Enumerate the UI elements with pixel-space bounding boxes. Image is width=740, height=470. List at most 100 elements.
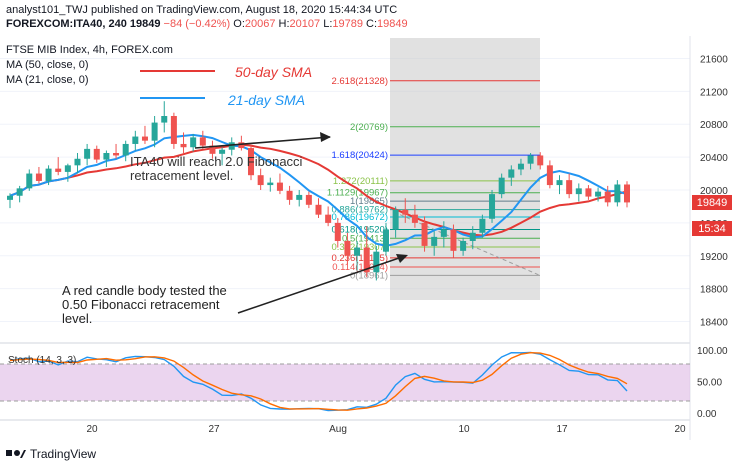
last-price: 19849 [129, 18, 161, 30]
stoch-d-line [9, 351, 628, 411]
price-tick-label: 20800 [700, 120, 728, 131]
target-arrow [194, 136, 331, 149]
tradingview-logo[interactable]: TradingView [6, 447, 96, 461]
sma50-line [9, 143, 628, 237]
candle-body [363, 247, 370, 273]
candle-arrow [237, 256, 403, 314]
candle-body [344, 240, 351, 256]
fib-level-label: 1.618(20424) [331, 150, 388, 161]
candle-body [325, 214, 332, 223]
ma21-legend[interactable]: MA (21, close, 0) [6, 74, 89, 86]
target-annotation-line2: retracement level. [130, 168, 233, 183]
candle-body [382, 229, 389, 252]
sma50-legend-text: 50-day SMA [235, 64, 312, 80]
candle-body [45, 168, 52, 181]
candle-body [315, 204, 322, 215]
candle-body [392, 209, 399, 230]
candle-body [257, 175, 264, 186]
candle-annotation-line3: level. [62, 311, 92, 326]
time-tick-label: Aug [329, 424, 347, 435]
ma50-legend[interactable]: MA (50, close, 0) [6, 59, 89, 71]
candle-body [103, 153, 110, 160]
target-arrowhead [320, 132, 331, 142]
candle-body [450, 229, 457, 251]
candle-body [421, 222, 428, 246]
stoch-tick-label: 50.00 [697, 378, 722, 389]
candle-body [614, 184, 621, 203]
stoch-lines [9, 351, 628, 412]
candle-body [469, 232, 476, 241]
fib-level-label: 0.886(19762) [331, 205, 388, 216]
fib-trend-line [399, 214, 541, 276]
candle-body [556, 180, 563, 186]
candle-body [170, 116, 177, 144]
candle-body [7, 195, 13, 200]
candle-body [161, 116, 168, 123]
candle-body [74, 158, 81, 166]
candle-body [296, 194, 303, 200]
candle-body [585, 188, 592, 197]
candles [7, 101, 630, 281]
candle-body [373, 251, 380, 273]
candle-body [460, 240, 467, 251]
fib-level-label: 0.114(19064) [332, 262, 388, 273]
candle-body [84, 148, 91, 159]
candle-body [286, 190, 293, 200]
fib-level-label: 0.236(19175) [331, 253, 388, 264]
candle-body [190, 137, 197, 148]
fib-level-label: 0.382(19307) [331, 242, 388, 253]
tradingview-icon [6, 450, 26, 458]
candle-body [228, 142, 235, 150]
candle-annotation-line1: A red candle body tested the [62, 283, 227, 298]
candle-body [334, 222, 341, 241]
candle-body [527, 155, 534, 164]
close-value: 19849 [377, 18, 408, 30]
candle-body [479, 218, 486, 233]
sma21-legend-text: 21-day SMA [227, 92, 305, 108]
symbol-quote-line: FOREXCOM:ITA40, 240 19849 −84 (−0.42%) O… [6, 18, 408, 30]
candle-body [55, 168, 62, 172]
price-tick-label: 20000 [700, 186, 728, 197]
price-axis: 2160021200208002040020000196001920018800… [700, 54, 728, 328]
price-tick-label: 21200 [700, 87, 728, 98]
candle-body [180, 143, 187, 148]
candle-body [440, 229, 447, 237]
time-tick-label: 20 [674, 424, 686, 435]
candle-body [604, 191, 611, 203]
fib-level-label: 2.618(21328) [331, 76, 388, 87]
candle-body [489, 194, 496, 219]
publish-info: analyst101_TWJ published on TradingView.… [6, 4, 398, 16]
candle-body [132, 136, 139, 144]
time-badge [692, 221, 732, 236]
candle-body [238, 142, 245, 149]
time-axis: 20 27 Aug 10 17 20 [86, 424, 686, 435]
candle-body [35, 173, 42, 181]
chart-title: FTSE MIB Index, 4h, FOREX.com [6, 44, 173, 56]
time-tick-label: 27 [208, 424, 220, 435]
stoch-tick-label: 0.00 [697, 409, 717, 420]
sma21-line [9, 133, 628, 247]
candle-body [546, 165, 553, 186]
stoch-label: Stoch (14, 3, 3) [8, 355, 76, 366]
stoch-band [0, 364, 690, 401]
last-price-badge-text: 19849 [697, 197, 728, 209]
time-badge-text: 15:34 [698, 223, 726, 235]
price-tick-label: 21600 [700, 54, 728, 65]
time-tick-label: 17 [556, 424, 568, 435]
fib-level-label: 0(18961) [350, 270, 388, 281]
open-value: 20067 [244, 18, 276, 30]
candle-body [595, 191, 602, 197]
low-value: 19789 [332, 18, 363, 30]
fib-level-label: 2(20769) [350, 122, 388, 133]
candle-body [498, 177, 505, 195]
candle-body [402, 209, 409, 215]
fib-level-label: 1.1129(19967) [327, 188, 388, 199]
candle-body [93, 148, 100, 160]
last-price-badge [692, 195, 732, 210]
candle-body [151, 122, 158, 141]
price-tick-label: 20400 [700, 153, 728, 164]
fib-levels: 2.618(21328) 2(20769) 1.618(20424) 1.272(20… [327, 76, 541, 281]
time-tick-label: 10 [458, 424, 470, 435]
symbol-label: FOREXCOM:ITA40, 240 [6, 18, 127, 30]
